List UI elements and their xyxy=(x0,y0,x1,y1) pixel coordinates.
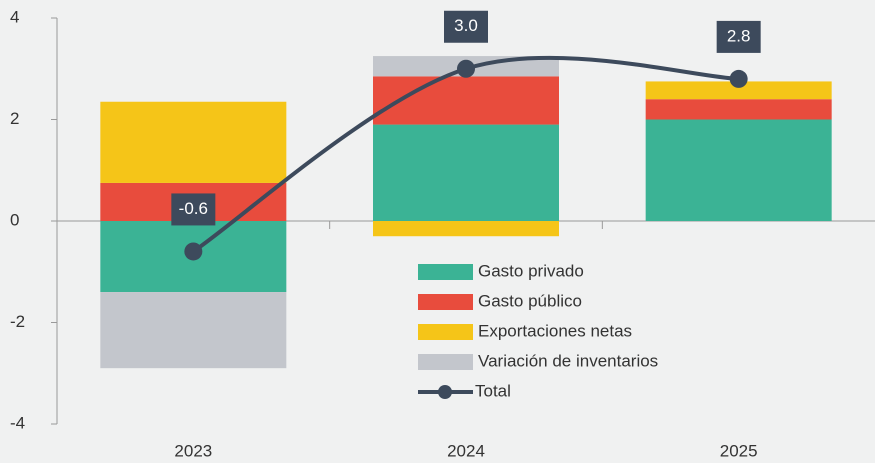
data-label: 3.0 xyxy=(454,16,478,35)
bar-segment xyxy=(100,101,287,183)
legend-swatch xyxy=(418,324,473,340)
bar-segment xyxy=(100,292,287,369)
bar-segment xyxy=(645,81,832,100)
legend-label: Total xyxy=(475,381,511,400)
legend-swatch xyxy=(418,294,473,310)
bar-segment xyxy=(373,221,559,237)
total-marker xyxy=(729,69,748,88)
y-tick-label: 2 xyxy=(10,109,19,128)
y-tick-label: -2 xyxy=(10,312,25,331)
legend-label: Gasto privado xyxy=(478,261,584,280)
data-label: 2.8 xyxy=(727,26,751,45)
legend-marker xyxy=(438,385,452,399)
bar-segment xyxy=(645,99,832,120)
legend-label: Variación de inventarios xyxy=(478,351,658,370)
total-marker xyxy=(184,242,203,261)
x-tick-label: 2024 xyxy=(447,441,485,460)
data-label-box xyxy=(171,193,216,226)
data-label-box xyxy=(444,10,488,43)
total-marker xyxy=(457,59,475,78)
legend-swatch xyxy=(418,264,473,280)
bar-segment xyxy=(373,124,559,221)
y-tick-label: -4 xyxy=(10,413,25,432)
legend-label: Gasto público xyxy=(478,291,582,310)
data-label-box xyxy=(716,20,761,53)
legend-label: Exportaciones netas xyxy=(478,321,632,340)
y-tick-label: 0 xyxy=(10,210,19,229)
x-tick-label: 2023 xyxy=(174,441,212,460)
data-label: -0.6 xyxy=(179,199,208,218)
bar-segment xyxy=(645,119,832,221)
x-tick-label: 2025 xyxy=(720,441,758,460)
legend-swatch xyxy=(418,354,473,370)
y-tick-label: 4 xyxy=(10,7,19,26)
bar-segment xyxy=(373,76,559,125)
